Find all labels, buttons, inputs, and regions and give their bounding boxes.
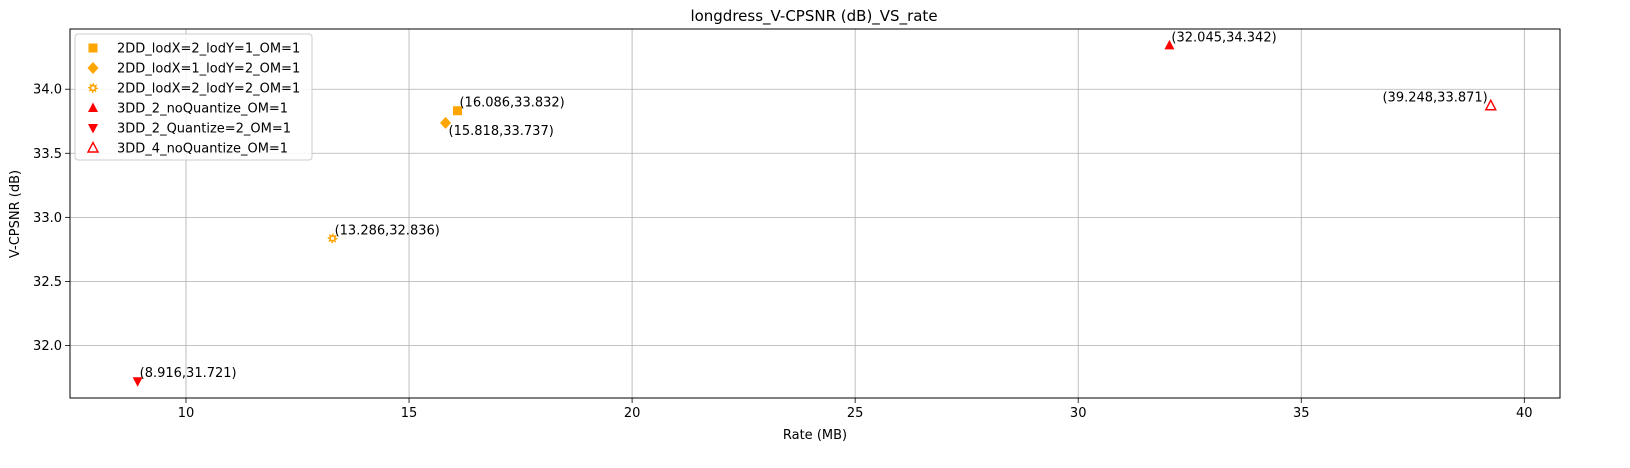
legend-marker: [86, 140, 100, 153]
legend-entry: 3DD_2_noQuantize_OM=1: [117, 102, 288, 117]
legend-marker: [88, 43, 98, 53]
legend-marker: [88, 124, 98, 134]
x-tick-label: 10: [178, 406, 195, 421]
x-tick-label: 30: [1070, 406, 1087, 421]
legend-entry: 2DD_lodX=1_lodY=2_OM=1: [117, 62, 300, 77]
y-tick-label: 33.0: [33, 211, 62, 226]
legend-marker: [87, 62, 99, 74]
data-label: (32.045,34.342): [1171, 30, 1276, 45]
data-point: [452, 106, 462, 116]
data-label: (39.248,33.871): [1382, 91, 1487, 106]
x-tick-label: 20: [624, 406, 641, 421]
axis-ticks: 10 15 20 25 30 35 40 32.0 32.5 33.0 33.5 34.0: [33, 83, 1533, 421]
legend-entry: 2DD_lodX=2_lodY=1_OM=1: [117, 42, 300, 57]
chart-title: longdress_V-CPSNR (dB)_VS_rate: [690, 7, 937, 26]
y-tick-label: 32.0: [33, 339, 62, 354]
x-axis-label: Rate (MB): [783, 428, 847, 443]
data-point: [1164, 39, 1175, 50]
legend-entry: 3DD_2_Quantize=2_OM=1: [117, 122, 291, 137]
data-label: (13.286,32.836): [335, 223, 440, 238]
data-point: [132, 377, 143, 387]
data-point: [1484, 98, 1497, 111]
plot-frame: [69, 28, 1561, 399]
data-label: (8.916,31.721): [140, 366, 237, 381]
x-tick-label: 25: [847, 406, 864, 421]
legend-marker: [88, 102, 98, 112]
y-tick-label: 33.5: [33, 147, 62, 162]
data-points: (16.086,33.832) (15.818,33.737) (13.286,32…: [132, 30, 1497, 387]
grid: [70, 29, 1560, 398]
legend-entry: 2DD_lodX=2_lodY=2_OM=1: [117, 82, 300, 97]
legend-marker: [88, 83, 98, 93]
legend: 2DD_lodX=2_lodY=1_OM=1 2DD_lodX=1_lodY=2_…: [74, 33, 313, 161]
data-label: (16.086,33.832): [459, 96, 564, 111]
data-label: (15.818,33.737): [449, 124, 554, 139]
y-tick-label: 34.0: [33, 83, 62, 98]
y-tick-label: 32.5: [33, 275, 62, 290]
x-tick-label: 35: [1293, 406, 1310, 421]
legend-entry: 3DD_4_noQuantize_OM=1: [117, 142, 288, 157]
legend-box: [74, 33, 313, 161]
y-axis-label: V-CPSNR (dB): [8, 170, 23, 258]
x-tick-label: 40: [1516, 406, 1533, 421]
data-point: [440, 116, 452, 129]
x-tick-label: 15: [401, 406, 418, 421]
data-point: [327, 233, 338, 244]
